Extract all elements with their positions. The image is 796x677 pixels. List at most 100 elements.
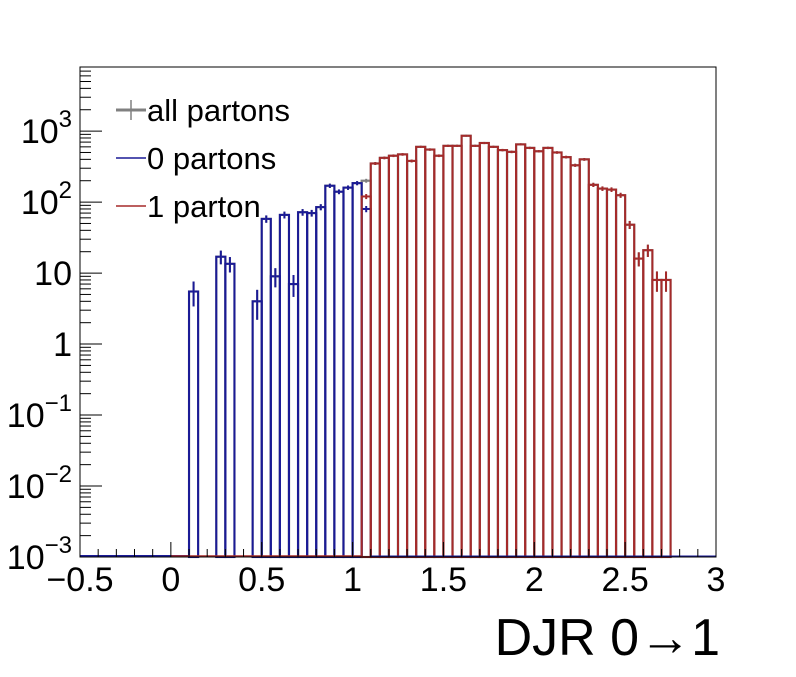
plot-frame <box>79 66 717 558</box>
bar <box>224 262 236 558</box>
series-2 <box>360 134 672 559</box>
y-tick-label: 102 <box>21 177 72 222</box>
bar <box>269 275 281 558</box>
x-tick-label: 3 <box>707 561 726 599</box>
bar <box>251 300 263 559</box>
y-tick-label: 103 <box>21 106 72 151</box>
bar <box>187 290 200 559</box>
bar <box>433 154 445 559</box>
bar <box>560 156 572 558</box>
bar <box>469 144 481 558</box>
bar <box>306 212 318 558</box>
x-axis-label: DJR 0→1 <box>495 609 720 667</box>
bar <box>296 211 309 559</box>
bar <box>596 187 609 559</box>
bar <box>642 249 654 559</box>
bar <box>415 145 427 558</box>
bar <box>387 154 399 558</box>
bar <box>360 195 372 558</box>
bar <box>587 183 599 558</box>
x-tick-label: −0.5 <box>46 561 113 599</box>
bar <box>297 211 309 558</box>
bar <box>569 164 581 559</box>
bar <box>506 150 518 558</box>
bar <box>487 145 499 558</box>
y-tick-label: 1 <box>53 326 72 364</box>
bar <box>624 223 636 559</box>
bar <box>578 158 590 559</box>
bar <box>442 144 454 559</box>
y-tick-label: 10−2 <box>7 461 72 506</box>
x-tick-label: 1 <box>343 561 362 599</box>
bar <box>633 257 645 558</box>
bar <box>660 278 672 558</box>
bar <box>324 184 336 559</box>
bar <box>442 144 454 558</box>
bar <box>405 159 418 559</box>
bar <box>451 144 463 559</box>
legend-entry: 0 partons <box>116 141 276 176</box>
bar <box>306 211 318 559</box>
bar <box>406 159 418 559</box>
bar <box>397 153 409 558</box>
bar <box>578 158 590 559</box>
bar <box>315 206 327 559</box>
bar <box>651 278 663 559</box>
bar <box>424 148 436 559</box>
bar <box>333 190 345 559</box>
series-1 <box>188 182 372 559</box>
bar <box>287 282 300 559</box>
y-tick-label: 10 <box>34 255 72 293</box>
bar <box>451 144 463 558</box>
bar <box>396 153 409 559</box>
bar <box>360 179 372 559</box>
bar <box>587 183 599 559</box>
bar <box>324 184 336 559</box>
bar <box>260 217 272 558</box>
legend-label: 0 partons <box>147 141 276 176</box>
x-tick-label: 1.5 <box>420 561 467 599</box>
legend-entry: 1 parton <box>116 189 261 224</box>
bar <box>369 162 381 559</box>
bar <box>515 143 527 558</box>
x-tick-label: 0 <box>161 561 180 599</box>
bar <box>633 257 645 559</box>
bar <box>569 164 581 559</box>
bar <box>387 154 400 559</box>
bar <box>496 149 509 558</box>
axes-layer: −0.5 0 0.5 1 1.5 2 2.5 3 10−3 10−2 10−1 1 10 102 103 <box>7 66 726 599</box>
bar <box>278 213 290 559</box>
bar <box>524 146 536 558</box>
bar <box>651 278 663 558</box>
bar <box>487 145 500 559</box>
legend: all partons 0 partons 1 parton <box>116 93 290 224</box>
bar <box>424 148 436 558</box>
bar <box>505 150 518 559</box>
bar <box>551 151 563 559</box>
bar <box>315 205 327 559</box>
bar <box>378 156 391 559</box>
bar <box>533 150 545 558</box>
x-tick-label: 0.5 <box>238 561 285 599</box>
bar <box>605 188 618 558</box>
error-bars-layer <box>192 134 668 320</box>
bar <box>478 141 490 558</box>
bar <box>287 283 300 558</box>
bar <box>260 217 272 559</box>
bar <box>596 187 608 559</box>
bar <box>369 162 381 559</box>
bar <box>188 290 200 558</box>
x-tick-label: 2.5 <box>602 561 649 599</box>
x-tick-label: 2 <box>525 561 544 599</box>
bar <box>433 154 445 558</box>
bar <box>614 194 627 559</box>
bar <box>551 151 563 559</box>
bar <box>342 186 354 559</box>
y-tick-label: 10−3 <box>7 532 72 577</box>
bar <box>215 255 227 559</box>
bar <box>278 213 291 559</box>
bar <box>415 145 427 559</box>
legend-label: 1 parton <box>147 189 261 224</box>
